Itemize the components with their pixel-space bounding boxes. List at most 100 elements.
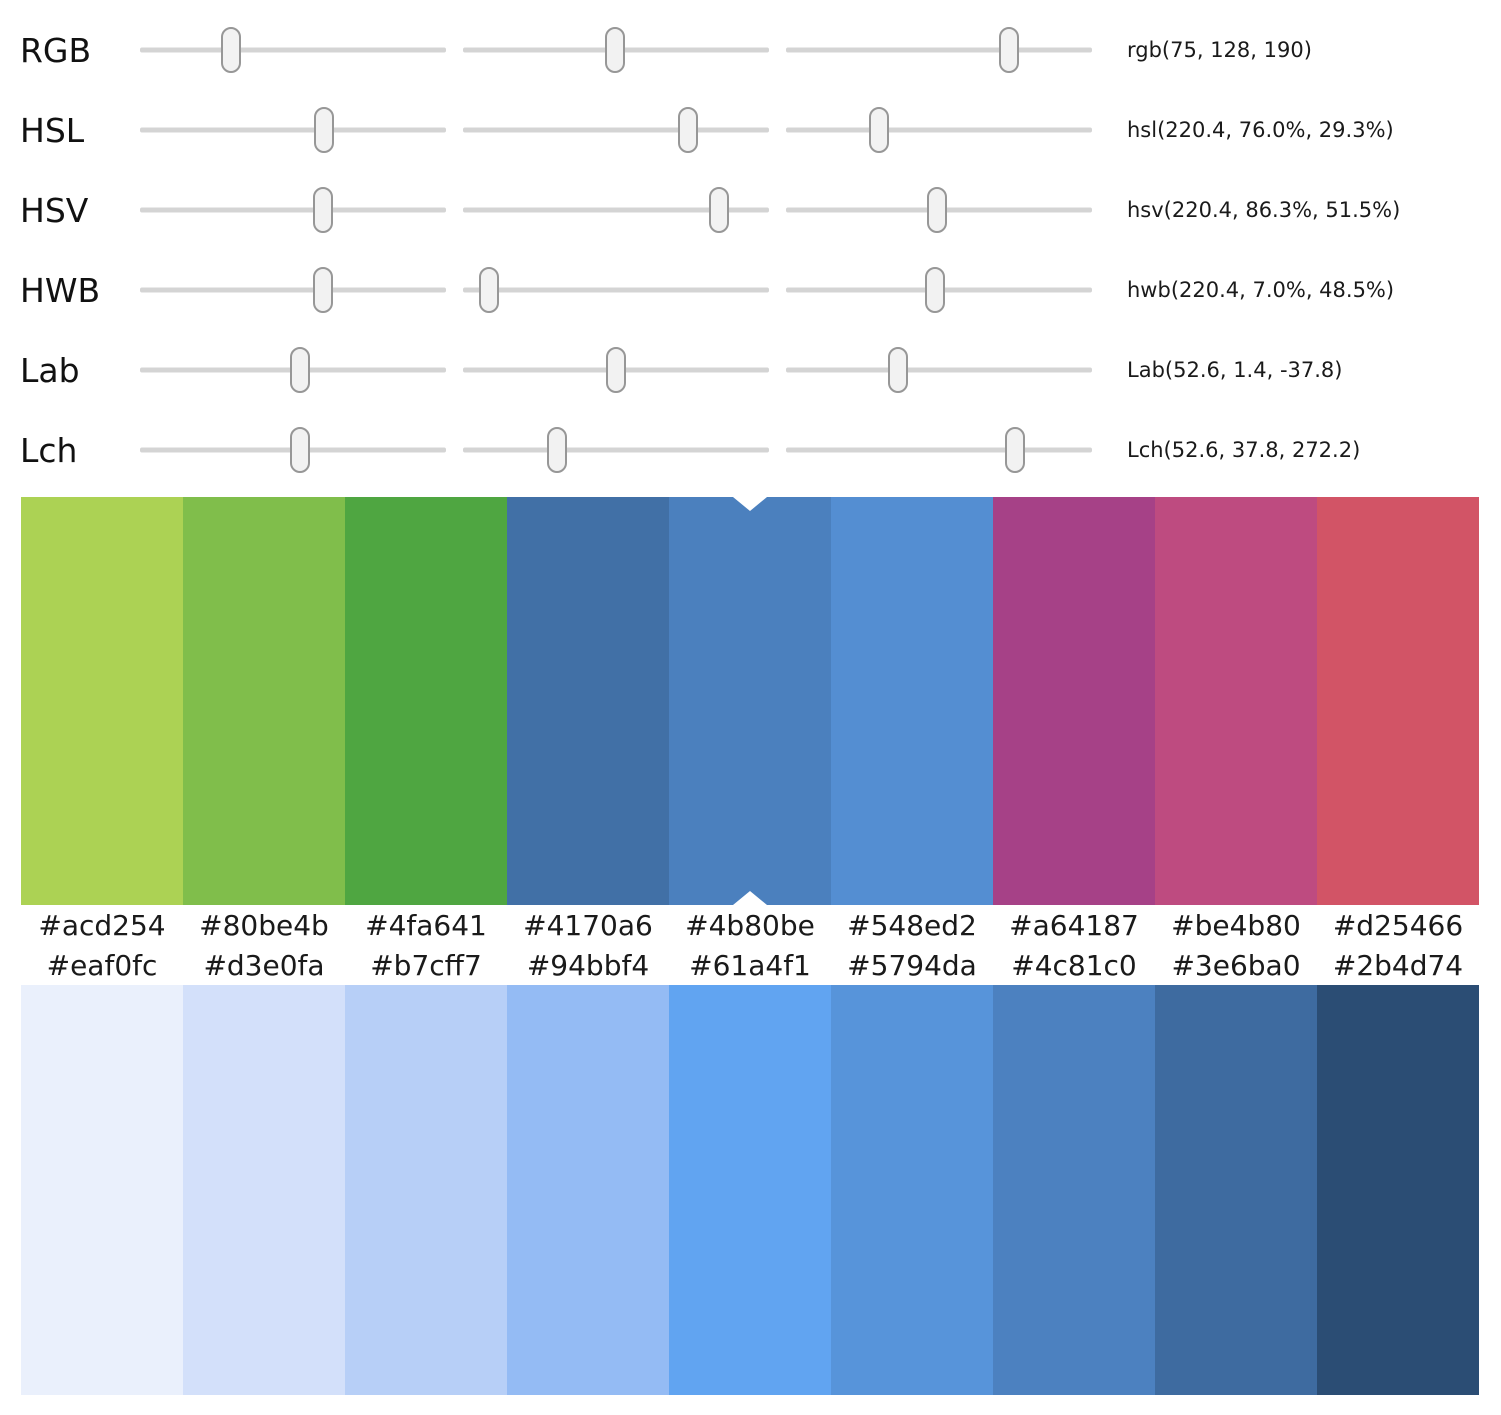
color-swatch-be4b80[interactable] xyxy=(1155,497,1317,905)
hex-label: #be4b80 xyxy=(1171,908,1301,942)
slider-thumb-lab-3[interactable] xyxy=(887,347,908,393)
slider-thumb-hsl-3[interactable] xyxy=(869,107,890,153)
slider-track-hsl-1[interactable] xyxy=(140,102,446,158)
hex-label: #3e6ba0 xyxy=(1171,948,1301,982)
selected-color-marker-top xyxy=(733,497,767,511)
slider-track-lab-1[interactable] xyxy=(140,342,446,398)
color-swatch-4170a6[interactable] xyxy=(507,497,669,905)
slider-value-readout: hwb(220.4, 7.0%, 48.5%) xyxy=(1127,278,1395,302)
slider-row-lab: Lab Lab(52.6, 1.4, -37.8) xyxy=(0,330,1501,410)
slider-thumb-lab-2[interactable] xyxy=(606,347,626,393)
hex-label: #a64187 xyxy=(1009,908,1139,942)
color-swatch-acd254[interactable] xyxy=(21,497,183,905)
hex-label: #4c81c0 xyxy=(1011,948,1137,982)
slider-thumb-hsl-1[interactable] xyxy=(313,107,334,153)
slider-row-hsl: HSL hsl(220.4, 76.0%, 29.3%) xyxy=(0,90,1501,170)
slider-track-line xyxy=(786,127,1092,133)
slider-track-hsv-2[interactable] xyxy=(463,182,769,238)
slider-track-lab-3[interactable] xyxy=(786,342,1092,398)
slider-track-hsv-3[interactable] xyxy=(786,182,1092,238)
slider-value-readout: hsl(220.4, 76.0%, 29.3%) xyxy=(1127,118,1394,142)
slider-track-rgb-3[interactable] xyxy=(786,22,1092,78)
slider-row-label: HSV xyxy=(20,190,89,230)
slider-row-rgb: RGB rgb(75, 128, 190) xyxy=(0,10,1501,90)
slider-thumb-rgb-1[interactable] xyxy=(220,27,241,73)
slider-track-lch-1[interactable] xyxy=(140,422,446,478)
slider-track-line xyxy=(786,367,1092,373)
slider-track-lch-2[interactable] xyxy=(463,422,769,478)
lightness-scale-hex-labels: #eaf0fc #d3e0fa #b7cff7 #94bbf4 #61a4f1 #5794… xyxy=(21,945,1479,985)
hex-label: #d3e0fa xyxy=(203,948,325,982)
slider-value-readout: hsv(220.4, 86.3%, 51.5%) xyxy=(1127,198,1401,222)
hex-label: #4170a6 xyxy=(523,908,653,942)
slider-track-line xyxy=(140,47,446,53)
hex-label: #d25466 xyxy=(1332,908,1464,942)
slider-row-label: HSL xyxy=(20,110,85,150)
color-swatch-d25466[interactable] xyxy=(1317,497,1479,905)
color-swatch-eaf0fc[interactable] xyxy=(21,985,183,1395)
hex-label: #5794da xyxy=(847,948,977,982)
slider-track-rgb-1[interactable] xyxy=(140,22,446,78)
slider-thumb-lch-3[interactable] xyxy=(1004,427,1025,473)
hue-scale-palette xyxy=(21,497,1479,905)
color-swatch-61a4f1[interactable] xyxy=(669,985,831,1395)
hex-label: #2b4d74 xyxy=(1332,948,1464,982)
hex-label: #94bbf4 xyxy=(526,948,650,982)
slider-track-hwb-3[interactable] xyxy=(786,262,1092,318)
slider-thumb-rgb-2[interactable] xyxy=(605,27,626,73)
slider-row-hwb: HWB hwb(220.4, 7.0%, 48.5%) xyxy=(0,250,1501,330)
color-swatch-a64187[interactable] xyxy=(993,497,1155,905)
slider-track-rgb-2[interactable] xyxy=(463,22,769,78)
slider-track-hsl-3[interactable] xyxy=(786,102,1092,158)
slider-thumb-hwb-2[interactable] xyxy=(479,267,500,313)
slider-thumb-hsl-2[interactable] xyxy=(677,107,698,153)
hex-label: #80be4b xyxy=(199,908,329,942)
slider-value-readout: rgb(75, 128, 190) xyxy=(1127,38,1312,62)
slider-thumb-rgb-3[interactable] xyxy=(999,27,1020,73)
color-swatch-4c81c0[interactable] xyxy=(993,985,1155,1395)
slider-track-hsl-2[interactable] xyxy=(463,102,769,158)
slider-track-hwb-1[interactable] xyxy=(140,262,446,318)
slider-track-line xyxy=(463,207,769,213)
slider-thumb-lch-2[interactable] xyxy=(546,427,567,473)
color-swatch-4fa641[interactable] xyxy=(345,497,507,905)
slider-thumb-hwb-3[interactable] xyxy=(925,267,946,313)
color-swatch-4b80be[interactable] xyxy=(669,497,831,905)
color-swatch-b7cff7[interactable] xyxy=(345,985,507,1395)
hue-scale-hex-labels: #acd254 #80be4b #4fa641 #4170a6 #4b80be #548e… xyxy=(21,905,1479,945)
slider-thumb-lab-1[interactable] xyxy=(290,347,311,393)
slider-track-lab-2[interactable] xyxy=(463,342,769,398)
color-swatch-548ed2[interactable] xyxy=(831,497,993,905)
slider-track-line xyxy=(140,127,446,133)
slider-track-line xyxy=(786,447,1092,453)
slider-track-line xyxy=(786,47,1092,53)
color-swatch-d3e0fa[interactable] xyxy=(183,985,345,1395)
slider-thumb-hsv-2[interactable] xyxy=(709,187,730,233)
color-swatch-94bbf4[interactable] xyxy=(507,985,669,1395)
color-swatch-3e6ba0[interactable] xyxy=(1155,985,1317,1395)
slider-track-line xyxy=(463,287,769,293)
slider-thumb-hsv-1[interactable] xyxy=(312,187,333,233)
color-swatch-80be4b[interactable] xyxy=(183,497,345,905)
slider-row-label: RGB xyxy=(20,30,92,70)
slider-thumb-hsv-3[interactable] xyxy=(927,187,948,233)
hex-label: #4fa641 xyxy=(365,908,487,942)
slider-row-lch: Lch Lch(52.6, 37.8, 272.2) xyxy=(0,410,1501,490)
slider-track-lch-3[interactable] xyxy=(786,422,1092,478)
slider-track-hsv-1[interactable] xyxy=(140,182,446,238)
slider-track-hwb-2[interactable] xyxy=(463,262,769,318)
slider-row-label: Lch xyxy=(20,430,78,470)
color-swatch-5794da[interactable] xyxy=(831,985,993,1395)
slider-panel: RGB rgb(75, 128, 190) HSL hsl(220.4, 76.0%,… xyxy=(0,0,1501,490)
slider-thumb-lch-1[interactable] xyxy=(290,427,311,473)
color-swatch-2b4d74[interactable] xyxy=(1317,985,1479,1395)
slider-value-readout: Lch(52.6, 37.8, 272.2) xyxy=(1127,438,1361,462)
hex-label: #4b80be xyxy=(685,908,815,942)
hex-label: #548ed2 xyxy=(847,908,977,942)
slider-track-line xyxy=(140,287,446,293)
lightness-scale-palette xyxy=(21,985,1479,1395)
slider-thumb-hwb-1[interactable] xyxy=(312,267,333,313)
slider-row-label: Lab xyxy=(20,350,80,390)
hex-label: #b7cff7 xyxy=(370,948,482,982)
